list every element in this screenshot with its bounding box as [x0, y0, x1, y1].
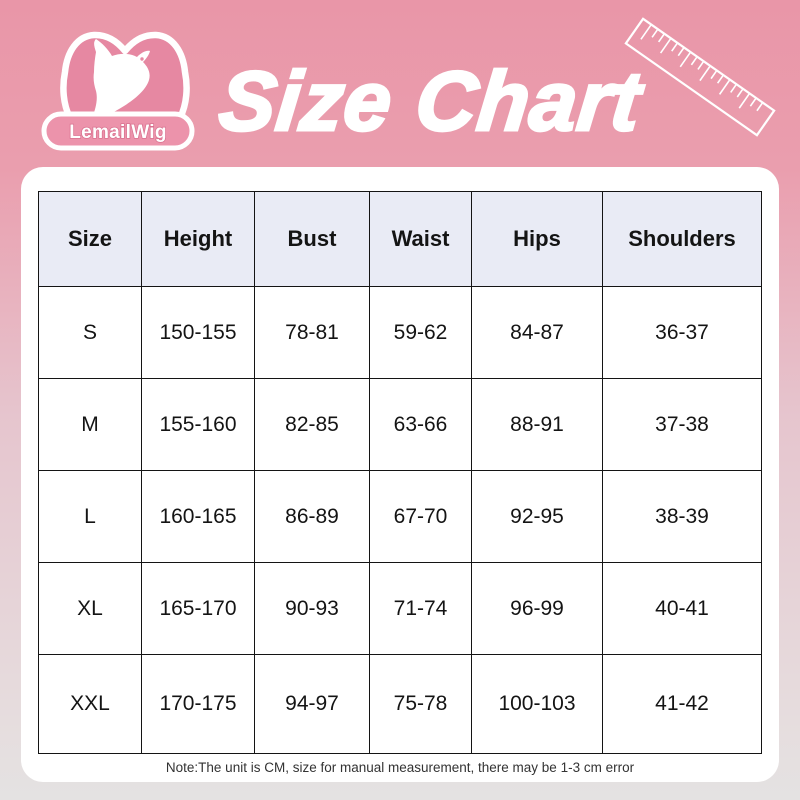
svg-text:LemailWig: LemailWig: [69, 122, 167, 143]
